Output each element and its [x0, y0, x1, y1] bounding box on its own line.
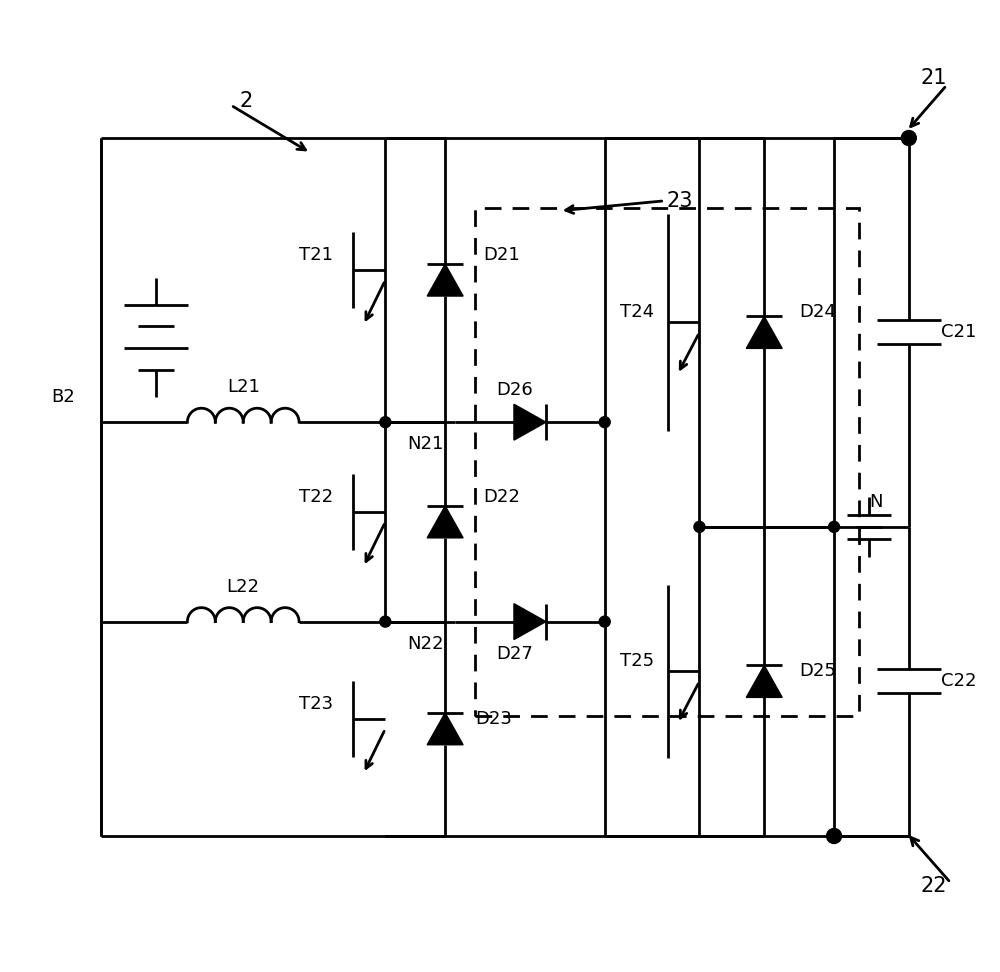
Circle shape — [829, 521, 840, 533]
Circle shape — [827, 828, 842, 844]
Text: D21: D21 — [483, 246, 520, 264]
Polygon shape — [427, 264, 463, 296]
Text: D22: D22 — [483, 488, 520, 506]
Text: 2: 2 — [239, 91, 252, 111]
Polygon shape — [427, 506, 463, 538]
Polygon shape — [514, 604, 546, 640]
Text: D23: D23 — [475, 710, 512, 728]
Text: T21: T21 — [299, 246, 333, 264]
Text: T24: T24 — [620, 303, 655, 322]
Text: D27: D27 — [497, 644, 533, 663]
Text: C21: C21 — [941, 324, 976, 341]
Circle shape — [694, 521, 705, 533]
Text: 22: 22 — [921, 876, 947, 896]
Polygon shape — [746, 666, 782, 697]
Text: L21: L21 — [227, 378, 260, 397]
Text: D24: D24 — [799, 303, 836, 322]
Text: N21: N21 — [407, 435, 444, 453]
Text: C22: C22 — [941, 673, 976, 690]
Text: N22: N22 — [407, 635, 444, 652]
Circle shape — [380, 616, 391, 627]
Polygon shape — [746, 317, 782, 348]
Text: T22: T22 — [299, 488, 333, 506]
Circle shape — [380, 417, 391, 428]
Circle shape — [901, 130, 916, 146]
Polygon shape — [427, 712, 463, 745]
Text: T25: T25 — [620, 652, 655, 671]
Text: N: N — [869, 493, 883, 511]
Text: 23: 23 — [666, 191, 693, 211]
Bar — [475, 208, 859, 716]
Text: D26: D26 — [497, 381, 533, 399]
Text: L22: L22 — [227, 577, 260, 596]
Text: T23: T23 — [299, 695, 333, 712]
Text: B2: B2 — [51, 388, 75, 406]
Text: D25: D25 — [799, 663, 836, 680]
Polygon shape — [514, 404, 546, 440]
Circle shape — [599, 417, 610, 428]
Text: 21: 21 — [921, 68, 947, 88]
Circle shape — [599, 616, 610, 627]
